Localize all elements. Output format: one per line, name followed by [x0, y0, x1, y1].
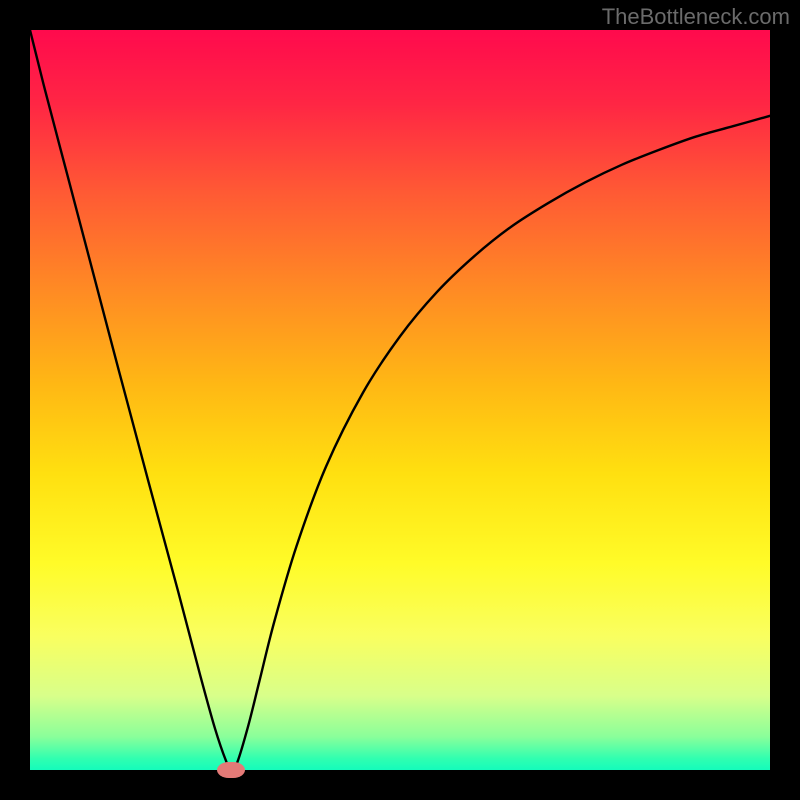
minimum-marker: [217, 762, 245, 778]
bottleneck-curve: [30, 30, 770, 770]
plot-area: [30, 30, 770, 770]
chart-container: TheBottleneck.com: [0, 0, 800, 800]
watermark-text: TheBottleneck.com: [602, 4, 790, 30]
